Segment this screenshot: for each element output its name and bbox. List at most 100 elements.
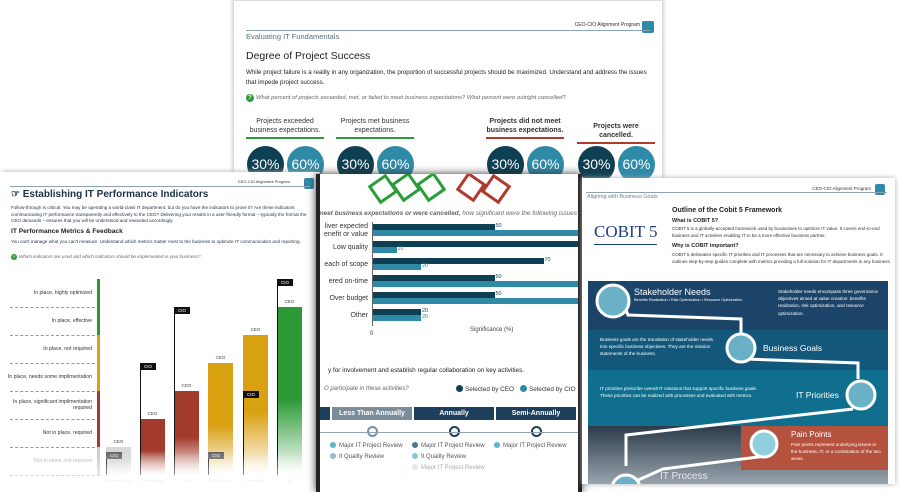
cio-marker-tag: CIO [243,391,259,398]
bar-value-label: 50 [495,274,502,280]
issue-bar-cio [372,230,578,236]
ceo-percent-circle: 30% [337,146,374,179]
middle-page: meet business expectations or were cance… [316,174,582,492]
ceo-bar [277,307,302,475]
activity-dot-icon [330,442,336,448]
timeline-node [531,426,542,437]
bar-value-label: 20 [422,308,429,314]
bar-value-label: 10 [397,246,404,252]
activity-dot-icon [494,442,500,448]
issue-bar-cio [372,315,421,321]
issue-bar-ceo [372,309,421,315]
x-axis-label: Significance (%) [470,327,514,333]
issues-bar-chart: liver expected enefit or value 50 Low qual… [320,174,578,374]
issue-bar-cio [372,264,421,270]
activity-dot-icon [412,442,418,448]
top-page: CEO-CIO Alignment Program Evaluating IT … [233,0,663,180]
issue-bar-ceo [372,241,578,247]
indicator-chart: In place, highly optimized In place, effe… [0,172,320,492]
intro-text: While project failure is a reality in an… [246,69,647,86]
ceo-bar [243,335,268,475]
it-priorities-desc: IT priorities prescribe overall IT missi… [600,386,758,399]
question-text: Which indicators are used and which indi… [19,254,201,259]
page-title: ☞ Establishing IT Performance Indicators [11,189,208,200]
level-label: In place, highly optimized [33,290,92,296]
stakeholder-sub: Benefits Realization • Risk Optimization… [634,298,743,302]
activity-label: Major IT Project Review [339,443,403,449]
ceo-bar-label: CEO [215,355,226,360]
activity-label: Major IT Project Review [503,443,567,449]
cio-marker-tag: CIO [277,279,293,286]
category-label: ered on-time [328,278,368,285]
a2: COBIT 5 delineates specific IT prioritie… [672,252,892,264]
bar-value-label: 50 [495,291,502,297]
ceo-percent-circle: 30% [578,146,615,179]
program-label: CEO-CIO Alignment Program [237,179,290,184]
business-goals-title: Business Goals [763,343,823,353]
ceo-cio-logo-icon [304,178,314,189]
ceo-bar-label: CEO [250,327,261,332]
right-page: CEO-CIO Alignment Program Aligning with … [582,178,895,484]
pain-points-title: Pain Points [791,430,832,439]
timeline-item: Major IT Project Review [330,442,403,449]
issue-bar-ceo [372,275,495,281]
header-divider [246,30,650,31]
pointing-hand-icon: ☞ [11,189,23,200]
intro-text: Follow-through is critical. You may be o… [11,205,307,224]
cobit-title: Outline of the Cobit 5 Framework [672,207,783,214]
column-header: Projects met business expectations. [336,117,414,139]
ceo-bar-label: CEO [113,439,124,444]
business-goals-desc: Business goals are the translation of st… [600,337,713,357]
timeline-header-partial [320,407,330,420]
issue-bar-cio [372,281,578,287]
cio-percent-circle: 60% [527,146,564,179]
a1: COBIT 5 is a globally-accepted framework… [672,226,880,238]
it-priorities-band [588,370,888,426]
ceo-bar-label: CEO [181,383,192,388]
q2: Why is COBIT important? [672,243,739,249]
timeline-item: It Quality Review [412,453,466,460]
column-header: Projects exceeded business expectations. [246,117,324,139]
cio-marker-line [277,279,278,475]
q1: What is COBIT 5? [672,218,719,224]
activity-dot-icon [330,453,336,459]
cio-percent-circle: 60% [377,146,414,179]
timeline-node [449,426,460,437]
activity-label: Major IT Project Review [421,465,485,471]
question-bold: meet business expectations or were cance… [318,210,461,217]
level-color-bar [97,307,100,335]
page-title: Degree of Project Success [246,50,371,62]
timeline-header: Semi-Annually [496,407,576,420]
cobit-logo: COBIT 5 [594,222,658,245]
collab-question: O participate in these activities? [324,386,409,392]
stakeholder-band [588,281,888,330]
timeline-item: Major IT Project Review [412,442,485,449]
question-icon: ? [11,254,17,260]
ceo-bar-label: CEO [284,299,295,304]
level-label: In place, effective [51,318,92,324]
legend-swatch-icon [456,385,463,392]
issue-bar-cio [372,247,397,253]
question-text: What percent of projects exceeded, met, … [256,95,566,101]
level-color-bar [97,363,100,391]
bar-value-label: 20 [422,263,429,269]
level-divider [10,391,100,392]
issue-bar-ceo [372,292,495,298]
flow-arrows [595,283,877,484]
logo-text: COBIT 5 [594,222,658,241]
level-label: In place, not required [43,346,92,352]
ceo-cio-logo-icon [642,21,654,33]
issues-question: meet business expectations or were cance… [318,210,578,217]
fade-overlay [0,452,320,492]
level-label: Not in place, required [42,430,92,436]
timeline-item: It Quality Review [330,453,384,460]
level-color-bar [97,391,100,419]
column-header: Projects did not meet business expectati… [486,117,564,139]
legend-swatch-icon [520,385,528,392]
it-priorities-title: IT Priorities [796,390,839,400]
legend-item: Selected by CIO [520,385,576,393]
cio-marker-line [140,363,141,475]
title-text: Establishing IT Performance Indicators [22,189,209,200]
level-divider [10,419,100,420]
legend-item: Selected by CEO [456,385,514,393]
